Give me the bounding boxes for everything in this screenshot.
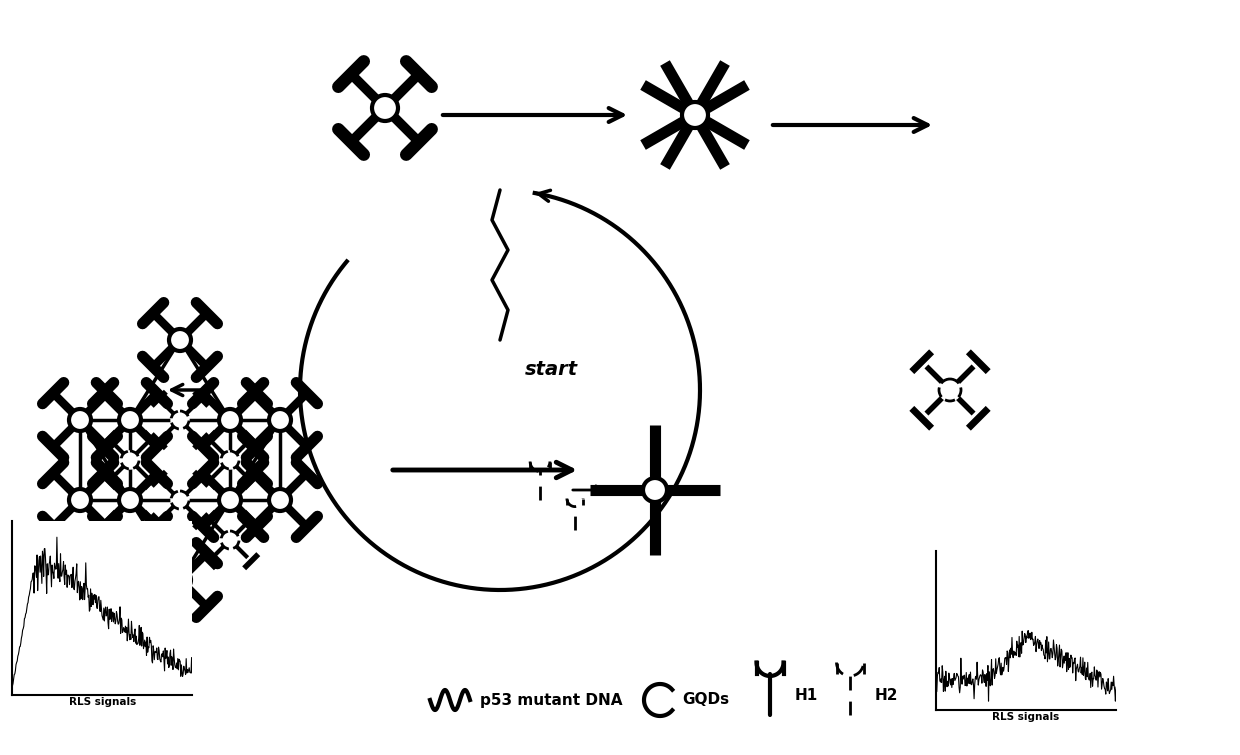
Text: start: start [525, 360, 578, 379]
Circle shape [119, 489, 141, 511]
Circle shape [122, 531, 139, 549]
Circle shape [221, 451, 239, 469]
X-axis label: RLS signals: RLS signals [68, 698, 136, 707]
Circle shape [171, 411, 188, 429]
Circle shape [372, 95, 398, 121]
Circle shape [682, 102, 708, 128]
Circle shape [219, 489, 241, 511]
Circle shape [169, 569, 191, 591]
Circle shape [69, 409, 91, 431]
Circle shape [122, 451, 139, 469]
X-axis label: RLS signals: RLS signals [992, 713, 1060, 723]
Circle shape [644, 478, 667, 502]
Circle shape [69, 489, 91, 511]
Circle shape [119, 409, 141, 431]
Text: H1: H1 [795, 688, 818, 702]
Circle shape [269, 489, 291, 511]
Text: GQDs: GQDs [682, 692, 729, 707]
Circle shape [171, 491, 188, 509]
Circle shape [169, 329, 191, 351]
Circle shape [939, 379, 961, 401]
Text: H2: H2 [875, 688, 899, 702]
Circle shape [221, 531, 239, 549]
Circle shape [269, 409, 291, 431]
Circle shape [219, 409, 241, 431]
Text: p53 mutant DNA: p53 mutant DNA [480, 692, 622, 707]
